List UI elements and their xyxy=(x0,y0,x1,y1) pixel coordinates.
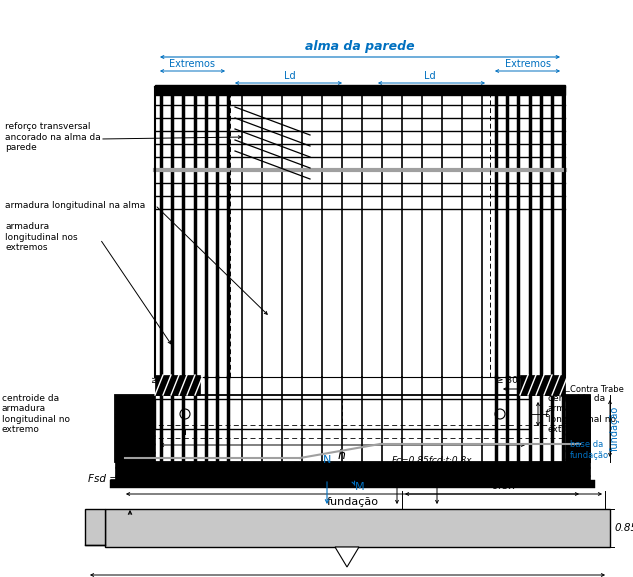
Bar xyxy=(155,85,565,87)
Text: t: t xyxy=(544,409,548,419)
Text: ≥ 30 cm: ≥ 30 cm xyxy=(496,376,534,385)
Text: Ld: Ld xyxy=(284,71,296,81)
Text: Ld: Ld xyxy=(424,71,436,81)
Polygon shape xyxy=(335,547,359,567)
Bar xyxy=(155,375,200,395)
Text: armadura
longitudinal nos
extremos: armadura longitudinal nos extremos xyxy=(5,222,78,252)
Text: reforço transversal
ancorado na alma da
parede: reforço transversal ancorado na alma da … xyxy=(5,122,101,152)
Text: Contra Trabe: Contra Trabe xyxy=(570,385,624,395)
Bar xyxy=(155,399,530,429)
Text: ≥ 30 cm: ≥ 30 cm xyxy=(151,376,189,385)
Text: M: M xyxy=(355,482,365,492)
Bar xyxy=(115,395,155,462)
Text: F'sd: F'sd xyxy=(412,471,432,481)
Text: h: h xyxy=(338,449,346,462)
Text: centroide da
armadura
longitudinal no
extremo: centroide da armadura longitudinal no ex… xyxy=(548,394,616,434)
Bar xyxy=(565,395,590,462)
Polygon shape xyxy=(85,509,105,545)
Text: fundação: fundação xyxy=(327,497,379,507)
Text: armadura longitudinal na alma: armadura longitudinal na alma xyxy=(5,200,145,209)
Text: Extremos: Extremos xyxy=(170,59,215,69)
Text: Fc=0.85fcd·t·0.8x: Fc=0.85fcd·t·0.8x xyxy=(392,456,473,465)
Text: base da
fundação: base da fundação xyxy=(570,440,609,460)
Text: centroide da
armadura
longitudinal no
extremo: centroide da armadura longitudinal no ex… xyxy=(2,394,70,434)
Text: Extremos: Extremos xyxy=(505,59,551,69)
Text: 0.8x: 0.8x xyxy=(491,481,516,491)
Bar xyxy=(155,87,565,377)
Text: Fsd = fsd·As: Fsd = fsd·As xyxy=(88,474,153,484)
Bar xyxy=(115,462,590,480)
Bar xyxy=(115,395,590,462)
Text: N: N xyxy=(323,455,331,465)
Bar xyxy=(105,509,610,547)
Bar xyxy=(155,87,565,95)
Text: fundação: fundação xyxy=(610,406,620,451)
Bar xyxy=(110,480,595,488)
Bar xyxy=(520,375,565,395)
Text: 0.85fcd: 0.85fcd xyxy=(614,523,633,533)
Text: alma da parede: alma da parede xyxy=(305,40,415,53)
